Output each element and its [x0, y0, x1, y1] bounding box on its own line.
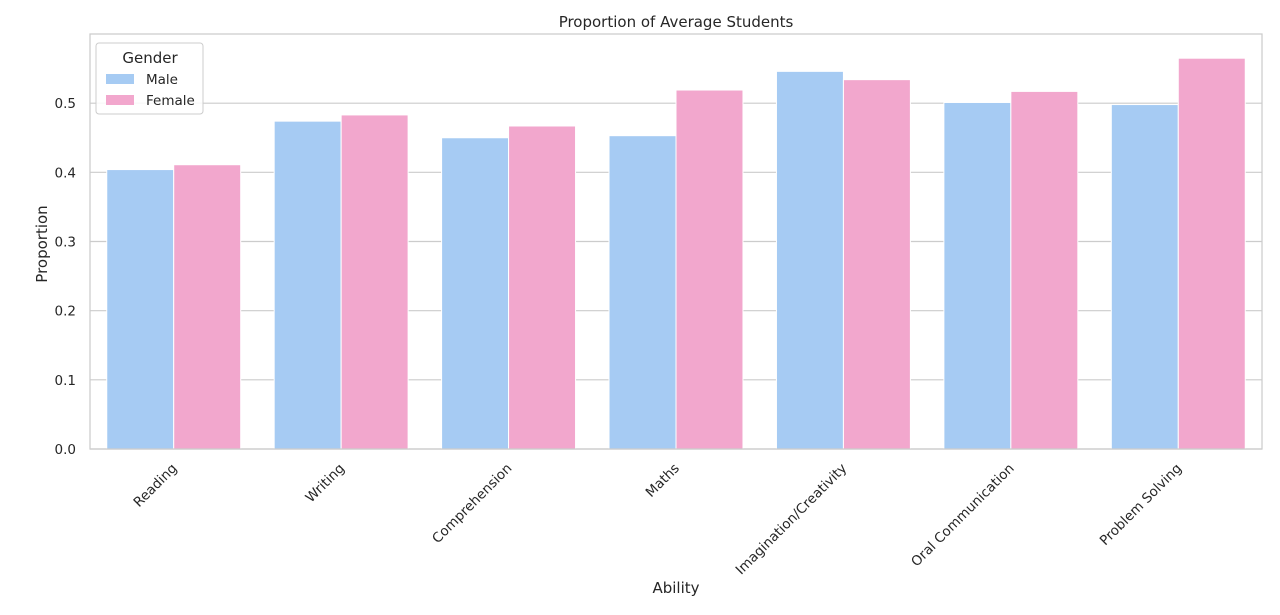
bar-female-problem-solving	[1177, 57, 1246, 450]
y-tick-label: 0.3	[55, 235, 76, 251]
y-tick-label: 0.4	[55, 165, 76, 181]
x-tick-label: Maths	[643, 461, 683, 501]
bar-male-oral-communication	[943, 101, 1012, 450]
bar-male-imagination-creativity	[775, 70, 844, 450]
x-tick-labels: Reading Writing Comprehension Maths Imaginat…	[130, 461, 1185, 579]
bar-male-comprehension	[441, 137, 510, 450]
plot-frame	[89, 33, 1263, 450]
legend-label-female: Female	[146, 93, 195, 109]
y-tick-label: 0.2	[55, 304, 76, 320]
bars	[106, 57, 1246, 450]
x-tick-label: Oral Communication	[908, 461, 1018, 571]
bar-female-comprehension	[508, 125, 577, 450]
y-tick-label: 0.1	[55, 373, 76, 389]
legend: Gender Male Female	[95, 42, 204, 115]
bar-male-reading	[106, 169, 175, 450]
chart-title: Proportion of Average Students	[559, 13, 794, 31]
x-tick-label: Problem Solving	[1097, 461, 1185, 549]
legend-swatch-female	[106, 95, 134, 105]
x-tick-label: Imagination/Creativity	[733, 461, 851, 579]
bar-male-writing	[273, 120, 342, 450]
legend-title: Gender	[122, 49, 178, 67]
x-tick-label: Comprehension	[429, 461, 515, 547]
bar-female-oral-communication	[1010, 90, 1079, 450]
bar-male-maths	[608, 135, 677, 450]
bar-male-problem-solving	[1110, 104, 1179, 450]
x-tick-label: Reading	[130, 461, 180, 511]
y-tick-label: 0.5	[55, 96, 76, 112]
bar-female-imagination-creativity	[842, 79, 911, 450]
bar-female-maths	[675, 89, 744, 450]
y-axis-label: Proportion	[33, 205, 51, 282]
bar-female-reading	[173, 164, 242, 450]
x-axis-label: Ability	[652, 579, 699, 597]
x-tick-label: Writing	[303, 461, 348, 506]
legend-label-male: Male	[146, 72, 178, 88]
y-tick-labels: 0.0 0.1 0.2 0.3 0.4 0.5	[55, 96, 76, 458]
y-tick-label: 0.0	[55, 442, 76, 458]
legend-swatch-male	[106, 74, 134, 84]
bar-female-writing	[340, 114, 409, 450]
